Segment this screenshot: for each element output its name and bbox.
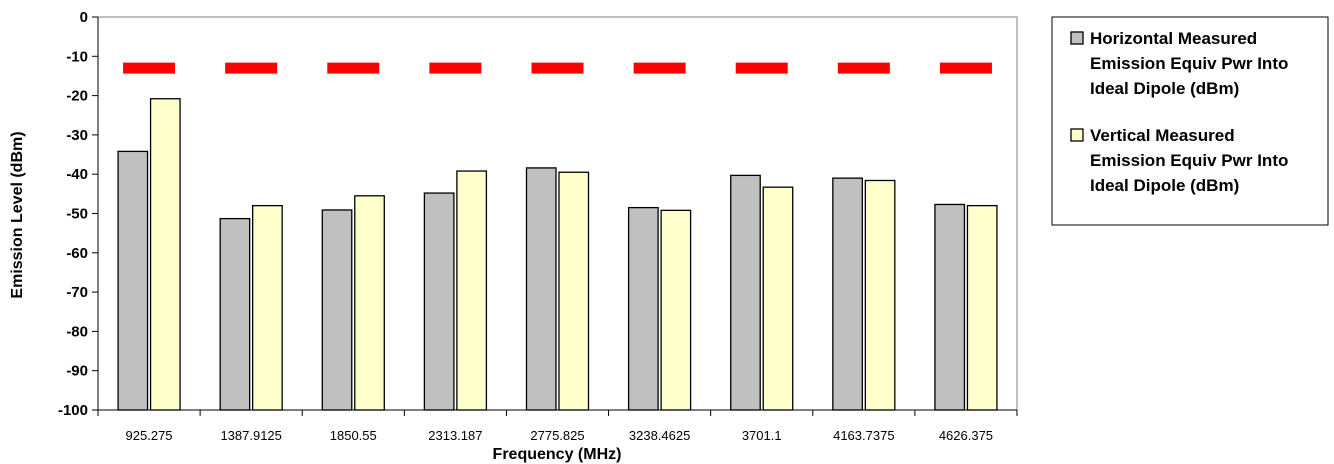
legend-label-1: Horizontal Measured (1090, 29, 1257, 48)
x-tick-label: 1387.9125 (220, 428, 281, 443)
legend-swatch-2 (1070, 128, 1084, 142)
plot-area (97, 16, 1018, 411)
bar-series-2-6 (762, 186, 794, 411)
bar-series-1-2 (321, 209, 353, 411)
y-tick-label: -100 (58, 402, 88, 419)
bar-series-1-4 (525, 167, 557, 411)
y-axis-title: Emission Level (dBm) (9, 131, 26, 298)
bar-series-1-8 (934, 203, 966, 411)
x-tick-label: 4163.7375 (833, 428, 894, 443)
y-tick-label: -60 (66, 245, 88, 262)
bar-series-2-3 (456, 170, 488, 411)
legend-label-2: Ideal Dipole (dBm) (1090, 176, 1239, 195)
x-tick-label: 4626.375 (939, 428, 993, 443)
bar-series-2-1 (252, 204, 283, 411)
x-tick-label: 2313.187 (428, 428, 482, 443)
plot-frame (97, 16, 1018, 411)
bar-series-2-2 (354, 195, 385, 411)
y-tick-label: -20 (66, 88, 88, 105)
y-tick-label: -30 (66, 127, 88, 144)
y-tick-label: -50 (66, 206, 88, 223)
y-tick-label: -90 (66, 363, 88, 380)
y-tick-label: 0 (80, 9, 88, 26)
y-tick-label: -10 (66, 48, 88, 65)
legend-label-1: Emission Equiv Pwr Into (1090, 54, 1288, 73)
y-axis: 0 -10 -20 -30 -40 -50 -60 -70 -80 -90 -100 (58, 9, 99, 419)
bar-series-2-8 (966, 204, 998, 411)
bar-series-1-6 (730, 174, 761, 411)
bar-series-2-0 (149, 98, 181, 411)
x-tick-label: 3701.1 (742, 428, 782, 443)
bar-series-1-0 (117, 150, 149, 411)
x-tick-label: 3238.4625 (629, 428, 690, 443)
legend-label-1: Ideal Dipole (dBm) (1090, 79, 1239, 98)
x-axis: 925.275 1387.9125 1850.55 2313.187 2775.825 3… (97, 409, 1018, 443)
y-tick-label: -70 (66, 284, 88, 301)
bar-series-1-7 (832, 177, 863, 411)
legend-label-2: Emission Equiv Pwr Into (1090, 151, 1288, 170)
x-tick-label: 925.275 (126, 428, 173, 443)
bar-series-2-5 (660, 209, 692, 411)
legend-swatch-1 (1070, 31, 1084, 45)
bar-series-2-4 (558, 171, 590, 411)
x-tick-label: 1850.55 (330, 428, 377, 443)
bar-series-1-5 (627, 206, 659, 411)
legend-box (1051, 16, 1329, 226)
bar-series-1-1 (219, 217, 251, 411)
x-axis-title: Frequency (MHz) (493, 446, 622, 463)
y-tick-label: -40 (66, 166, 88, 183)
bar-series-1-3 (423, 192, 455, 411)
legend: Horizontal Measured Emission Equiv Pwr In… (1051, 16, 1329, 226)
x-tick-label: 2775.825 (530, 428, 584, 443)
y-tick-label: -80 (66, 323, 88, 340)
bar-series-2-7 (864, 179, 896, 411)
legend-label-2: Vertical Measured (1090, 126, 1235, 145)
